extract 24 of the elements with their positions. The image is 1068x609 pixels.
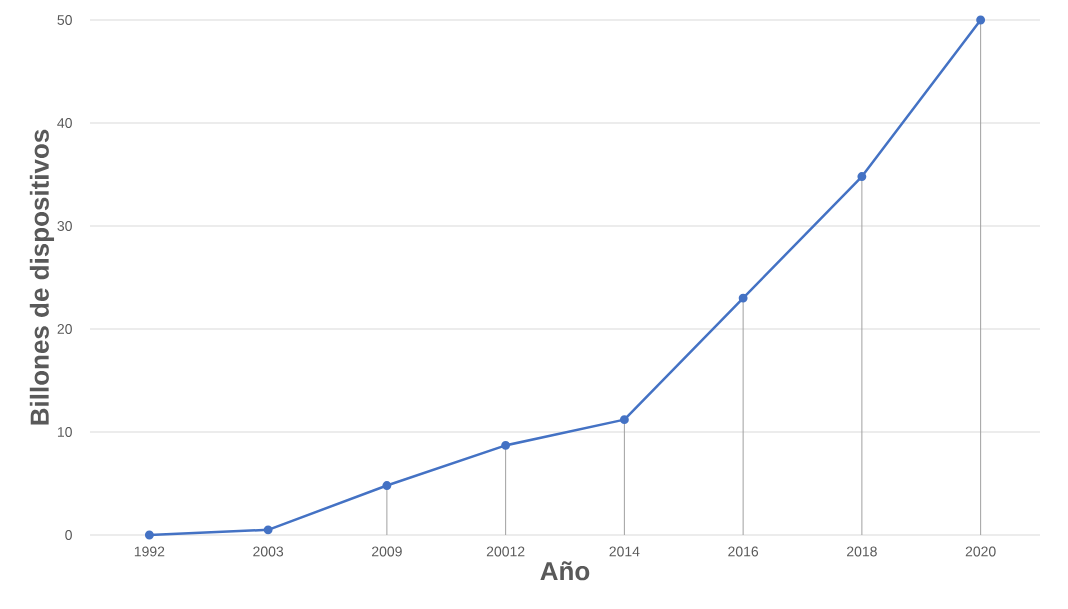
y-tick-label: 40 xyxy=(57,118,72,128)
x-axis-title: Año xyxy=(540,561,590,581)
point xyxy=(738,293,748,303)
x-tick-label: 20012 xyxy=(486,546,525,557)
x-tick-label: 2018 xyxy=(847,546,877,557)
x-tick-label: 2016 xyxy=(728,546,759,557)
y-tick-label: 50 xyxy=(57,15,72,25)
x-tick-label: 2003 xyxy=(253,546,284,557)
y-tick-label: 0 xyxy=(65,530,72,540)
point xyxy=(144,530,154,540)
y-tick-label: 20 xyxy=(57,324,72,334)
point xyxy=(263,525,273,535)
point xyxy=(619,415,629,425)
x-tick-label: 2009 xyxy=(372,546,402,557)
point xyxy=(501,440,511,450)
y-tick-label: 30 xyxy=(57,221,72,231)
y-tick-label: 10 xyxy=(57,427,72,437)
point xyxy=(382,481,392,490)
point xyxy=(857,172,867,181)
x-tick-label: 1992 xyxy=(134,546,165,557)
y-axis-title: Billones de dispositivos xyxy=(29,129,55,425)
x-tick-label: 2020 xyxy=(965,546,996,557)
point xyxy=(976,15,986,25)
x-tick-label: 2014 xyxy=(609,546,640,557)
